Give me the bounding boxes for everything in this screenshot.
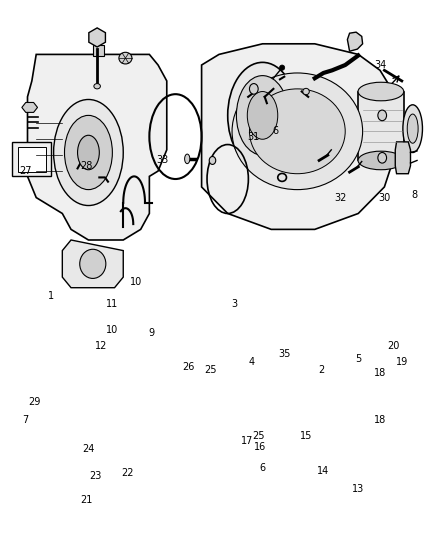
Ellipse shape — [247, 92, 278, 139]
Text: 12: 12 — [95, 341, 108, 351]
Ellipse shape — [358, 151, 404, 169]
Ellipse shape — [228, 62, 297, 168]
Text: 8: 8 — [412, 190, 418, 200]
Text: 7: 7 — [22, 415, 28, 425]
Text: 22: 22 — [121, 469, 134, 478]
Text: 9: 9 — [148, 328, 155, 338]
PathPatch shape — [201, 44, 393, 229]
Text: 24: 24 — [82, 445, 95, 455]
Ellipse shape — [119, 52, 132, 64]
Text: 28: 28 — [80, 161, 92, 171]
Ellipse shape — [378, 152, 387, 163]
Ellipse shape — [403, 105, 423, 152]
Text: 2: 2 — [318, 365, 325, 375]
Ellipse shape — [250, 89, 345, 174]
Text: 23: 23 — [89, 471, 101, 481]
PathPatch shape — [28, 54, 167, 240]
Ellipse shape — [407, 114, 418, 143]
Text: 25: 25 — [204, 365, 216, 375]
Ellipse shape — [378, 110, 387, 120]
Ellipse shape — [237, 76, 289, 155]
Text: 30: 30 — [378, 192, 391, 203]
Text: 16: 16 — [254, 442, 266, 452]
Text: 10: 10 — [130, 277, 142, 287]
Ellipse shape — [232, 73, 363, 190]
Text: 4: 4 — [249, 357, 255, 367]
Text: 21: 21 — [80, 495, 92, 505]
Text: 33: 33 — [156, 156, 169, 165]
Polygon shape — [22, 102, 38, 112]
Text: 19: 19 — [396, 357, 408, 367]
PathPatch shape — [62, 240, 123, 288]
Polygon shape — [89, 28, 106, 47]
Text: 20: 20 — [387, 341, 399, 351]
Text: 34: 34 — [374, 60, 386, 70]
Text: 14: 14 — [317, 466, 329, 475]
PathPatch shape — [347, 32, 363, 51]
Ellipse shape — [78, 135, 99, 169]
Text: 29: 29 — [28, 397, 40, 407]
Ellipse shape — [279, 65, 285, 70]
Text: 18: 18 — [374, 368, 386, 377]
Ellipse shape — [303, 88, 309, 95]
Ellipse shape — [80, 249, 106, 278]
Text: 10: 10 — [106, 325, 119, 335]
Text: 32: 32 — [335, 192, 347, 203]
Text: 11: 11 — [106, 298, 119, 309]
Text: 25: 25 — [252, 431, 265, 441]
Ellipse shape — [94, 84, 100, 89]
Text: 1: 1 — [48, 290, 54, 301]
PathPatch shape — [395, 142, 410, 174]
Ellipse shape — [209, 157, 216, 165]
FancyBboxPatch shape — [358, 92, 404, 160]
Text: 6: 6 — [272, 126, 279, 136]
Ellipse shape — [79, 156, 87, 163]
Ellipse shape — [250, 84, 258, 94]
Ellipse shape — [358, 82, 404, 101]
Text: 3: 3 — [231, 298, 237, 309]
Text: 6: 6 — [259, 463, 265, 473]
Ellipse shape — [53, 100, 123, 206]
Text: 13: 13 — [352, 484, 364, 494]
Text: 17: 17 — [241, 437, 254, 447]
FancyBboxPatch shape — [12, 142, 51, 176]
Text: 26: 26 — [182, 362, 195, 372]
Text: 35: 35 — [278, 349, 290, 359]
Text: 18: 18 — [374, 415, 386, 425]
Ellipse shape — [185, 154, 190, 164]
Text: 31: 31 — [248, 132, 260, 142]
Text: 15: 15 — [300, 431, 312, 441]
Text: 5: 5 — [355, 354, 361, 364]
FancyBboxPatch shape — [93, 45, 104, 56]
Text: 27: 27 — [19, 166, 32, 176]
FancyBboxPatch shape — [18, 147, 46, 172]
Ellipse shape — [64, 115, 113, 190]
